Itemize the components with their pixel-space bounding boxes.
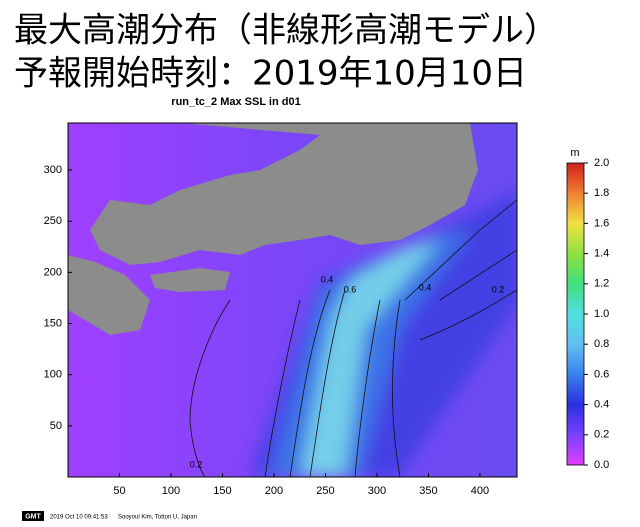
x-tick-label: 100 bbox=[162, 485, 180, 497]
logo: GMT bbox=[25, 513, 41, 520]
contour-label: 0.2 bbox=[190, 459, 203, 469]
y-tick-label: 150 bbox=[44, 317, 62, 329]
land bbox=[150, 268, 230, 292]
contour-label: 0.6 bbox=[344, 284, 357, 294]
timestamp: 2019 Oct 10 09:41:53 bbox=[50, 515, 108, 521]
x-tick-label: 50 bbox=[113, 485, 125, 497]
colorbar-tick-label: 1.2 bbox=[594, 278, 609, 290]
title-line: 最大高潮分布（非線形高潮モデル） bbox=[14, 11, 558, 51]
x-tick-label: 200 bbox=[265, 485, 283, 497]
colorbar-tick-label: 1.4 bbox=[594, 248, 609, 260]
land bbox=[90, 123, 478, 265]
y-tick-label: 200 bbox=[44, 266, 62, 278]
colorbar bbox=[566, 162, 585, 466]
colorbar-tick-label: 1.0 bbox=[594, 308, 609, 320]
footer: GMT 2019 Oct 10 09:41:53 Sooyoul Kim, To… bbox=[22, 511, 197, 521]
y-tick-label: 50 bbox=[50, 420, 62, 432]
colorbar-tick-label: 0.2 bbox=[594, 429, 609, 441]
x-tick-label: 250 bbox=[316, 485, 334, 497]
colorbar-tick-label: 1.6 bbox=[594, 217, 609, 229]
logo-box bbox=[22, 511, 44, 521]
contour-label: 0.4 bbox=[419, 282, 432, 292]
y-tick-label: 250 bbox=[44, 215, 62, 227]
colorbar-unit: m bbox=[570, 147, 579, 159]
title-line: 予報開始時刻：2019年10月10日 bbox=[14, 54, 527, 94]
x-tick-label: 300 bbox=[368, 485, 386, 497]
plot-frame bbox=[67, 122, 518, 478]
x-tick-label: 150 bbox=[213, 485, 231, 497]
x-tick-label: 350 bbox=[419, 485, 437, 497]
plot-title: run_tc_2 Max SSL in d01 bbox=[171, 96, 300, 108]
colorbar-tick-label: 2.0 bbox=[594, 157, 609, 169]
colorbar-tick-label: 1.8 bbox=[594, 187, 609, 199]
colorbar-tick-label: 0.4 bbox=[594, 399, 609, 411]
contour-label: 0.2 bbox=[492, 284, 505, 294]
contours bbox=[189, 199, 517, 477]
map bbox=[68, 123, 517, 477]
colorbar-tick-label: 0.8 bbox=[594, 338, 609, 350]
contour-label: 0.4 bbox=[321, 274, 334, 284]
y-tick-label: 300 bbox=[44, 164, 62, 176]
y-tick-label: 100 bbox=[44, 369, 62, 381]
land bbox=[68, 255, 150, 335]
credit: Sooyoul Kim, Tottori U, Japan bbox=[118, 515, 197, 521]
colorbar-tick-label: 0.0 bbox=[594, 459, 609, 471]
colorbar-tick-label: 0.6 bbox=[594, 368, 609, 380]
x-tick-label: 400 bbox=[471, 485, 489, 497]
